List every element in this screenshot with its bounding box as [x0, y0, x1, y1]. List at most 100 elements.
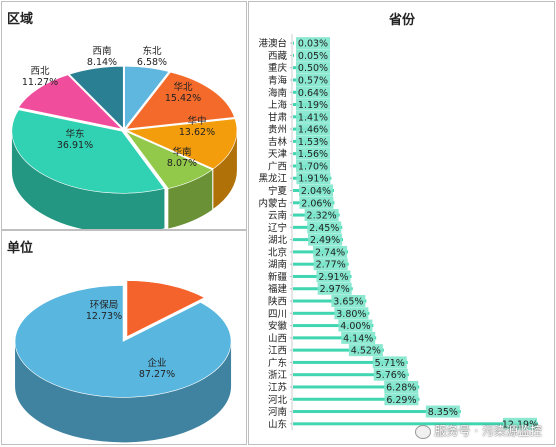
province-value-label: 0.57%: [298, 75, 328, 86]
province-tick-label: 甘肃: [268, 111, 287, 123]
province-value-bg: [296, 73, 330, 86]
unit-side-1: [15, 341, 232, 443]
province-bar: [293, 311, 370, 315]
region-label-name: 西南: [92, 45, 111, 57]
unit-label-value: 87.27%: [139, 369, 175, 380]
province-value-label: 5.71%: [375, 358, 405, 369]
province-bar: [293, 336, 377, 340]
region-label-value: 8.14%: [87, 57, 117, 68]
region-slice-西南: [68, 66, 124, 130]
province-value-bg: [313, 258, 348, 271]
unit-sides: [15, 341, 232, 443]
unit-label-value: 12.73%: [86, 311, 122, 322]
province-value-bg: [296, 110, 330, 123]
province-value-bg: [304, 209, 339, 222]
province-value-label: 2.97%: [320, 284, 350, 295]
province-tick-label: 浙江: [268, 369, 288, 381]
unit-label-name: 环保局: [90, 299, 119, 311]
province-value-bg: [348, 344, 383, 357]
province-tick-label: 港澳台: [258, 38, 287, 50]
province-value-bg: [425, 405, 460, 418]
province-value-label: 1.46%: [298, 125, 328, 136]
province-value-bg: [296, 49, 330, 62]
province-value-label: 1.53%: [298, 137, 328, 148]
province-tick-label: 湖北: [268, 235, 288, 246]
region-slice-华南: [124, 130, 213, 189]
province-tick-label: 内蒙古: [258, 197, 287, 209]
province-tick-label: 海南: [268, 87, 287, 99]
province-tick-label: 贵州: [268, 124, 287, 136]
province-tick-label: 广东: [268, 357, 287, 369]
province-value-bg: [373, 368, 408, 381]
region-label-value: 13.62%: [179, 127, 215, 138]
province-value-label: 3.80%: [336, 309, 366, 320]
province-bar-chart: 港澳台 0.03% 西藏 0.05% 重庆 0.50% 青海 0.57% 海南 0.64% 上海 1.…: [258, 34, 538, 430]
province-tick-label: 安徽: [268, 320, 288, 332]
province-value-bg: [341, 331, 376, 344]
province-value-label: 2.45%: [309, 223, 339, 234]
province-value-label: 1.91%: [298, 174, 328, 185]
province-value-bg: [316, 270, 351, 283]
region-chart-title: 区域: [7, 12, 34, 27]
unit-slice-企业: [14, 285, 232, 398]
province-value-bg: [372, 356, 407, 369]
province-value-label: 6.28%: [386, 382, 416, 393]
province-value-bg: [296, 86, 330, 99]
province-value-bg: [334, 307, 369, 320]
province-tick-label: 宁夏: [268, 185, 288, 197]
province-value-bg: [296, 61, 330, 74]
province-value-label: 2.06%: [301, 198, 331, 209]
province-value-label: 2.91%: [318, 272, 348, 283]
province-tick-label: 福建: [268, 283, 288, 295]
province-tick-label: 黑龙江: [258, 173, 287, 185]
province-bar: [293, 373, 409, 377]
region-label-value: 11.27%: [22, 77, 58, 88]
province-value-bg: [296, 37, 330, 50]
province-value-label: 2.32%: [307, 211, 337, 222]
unit-tops: [14, 280, 232, 398]
province-value-bg: [338, 319, 373, 332]
province-value-label: 12.19%: [502, 419, 538, 430]
province-bar: [293, 410, 461, 414]
province-tick-label: 广西: [268, 160, 287, 172]
province-tick-label: 湖南: [268, 259, 287, 271]
province-tick-label: 江苏: [268, 381, 288, 393]
province-value-label: 3.65%: [333, 297, 363, 308]
region-label-value: 6.58%: [137, 57, 167, 68]
province-tick-label: 云南: [268, 210, 287, 222]
region-side-2: [213, 130, 237, 209]
region-slice-西北: [17, 74, 123, 130]
province-tick-label: 山东: [268, 418, 287, 430]
province-value-label: 4.00%: [340, 321, 370, 332]
region-label-name: 华中: [187, 115, 206, 127]
region-tops: [11, 66, 238, 194]
province-tick-label: 陕西: [268, 296, 287, 308]
province-tick-label: 四川: [268, 309, 287, 320]
province-value-bg: [296, 159, 330, 172]
province-value-bg: [384, 393, 419, 406]
province-tick-label: 上海: [268, 99, 288, 111]
unit-chart-title: 单位: [7, 241, 34, 256]
province-tick-label: 山西: [268, 333, 287, 344]
province-value-label: 6.29%: [386, 395, 416, 406]
province-value-bg: [296, 135, 330, 148]
province-value-label: 0.05%: [298, 51, 328, 62]
region-label-value: 36.91%: [57, 140, 93, 151]
province-bar: [293, 385, 420, 389]
region-label-name: 华东: [65, 128, 84, 140]
province-tick-label: 新疆: [268, 271, 288, 283]
province-value-bg: [313, 245, 348, 258]
province-value-label: 4.52%: [351, 346, 381, 357]
unit-chart-panel: 单位 环保局 12.73% 企业 87.27%: [1, 230, 247, 445]
province-value-label: 1.41%: [298, 112, 328, 123]
province-tick-label: 北京: [268, 246, 287, 258]
province-value-bg: [299, 196, 334, 209]
province-value-label: 2.77%: [316, 260, 346, 271]
province-value-label: 1.56%: [298, 149, 328, 160]
province-bar: [293, 348, 384, 352]
province-value-label: 0.64%: [298, 88, 328, 99]
province-value-label: 4.14%: [343, 333, 373, 344]
